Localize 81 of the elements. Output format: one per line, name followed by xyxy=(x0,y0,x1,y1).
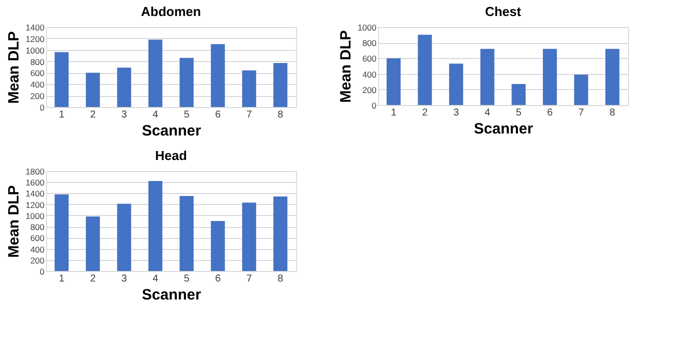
x-tick-label: 3 xyxy=(121,274,128,284)
y-tick-label: 600 xyxy=(362,54,377,64)
chart-title: Abdomen xyxy=(141,4,202,19)
x-tick-label: 2 xyxy=(422,108,428,118)
y-tick-label: 200 xyxy=(30,255,45,266)
x-tick-label: 5 xyxy=(516,108,522,118)
x-tick-label: 2 xyxy=(90,110,96,120)
bar xyxy=(605,48,620,105)
bar xyxy=(574,74,588,105)
bar xyxy=(480,48,494,105)
bar xyxy=(418,34,432,105)
bar xyxy=(117,204,132,271)
y-tick-label: 1400 xyxy=(26,22,45,32)
bar xyxy=(449,64,464,105)
bar xyxy=(117,68,132,107)
y-tick-label: 0 xyxy=(40,266,45,276)
y-tick-label: 400 xyxy=(362,69,377,80)
x-tick-label: 7 xyxy=(246,110,252,120)
bar xyxy=(180,58,194,107)
y-tick-label: 600 xyxy=(30,68,45,78)
y-axis-title: Mean DLP xyxy=(6,31,23,104)
bar xyxy=(512,84,526,105)
y-tick-label: 0 xyxy=(40,102,45,112)
x-axis-title: Scanner xyxy=(142,286,202,304)
bar xyxy=(180,196,194,271)
y-tick-label: 200 xyxy=(30,91,45,102)
bar xyxy=(86,72,100,107)
y-tick-label: 1200 xyxy=(26,200,45,210)
x-tick-label: 4 xyxy=(152,110,159,120)
x-tick-label: 1 xyxy=(58,274,65,284)
y-tick-label: 400 xyxy=(30,244,45,254)
chart-title: Head xyxy=(155,148,187,163)
x-tick-label: 6 xyxy=(215,274,222,284)
bar xyxy=(148,181,162,271)
bar xyxy=(242,70,256,107)
x-tick-label: 3 xyxy=(121,110,128,120)
y-tick-label: 800 xyxy=(362,38,377,48)
x-axis-title: Scanner xyxy=(142,122,202,140)
x-tick-label: 8 xyxy=(278,274,284,284)
y-tick-label: 200 xyxy=(362,84,377,95)
x-tick-label: 1 xyxy=(58,110,65,120)
bar xyxy=(210,44,225,107)
bar xyxy=(54,194,69,271)
x-tick-label: 7 xyxy=(578,108,584,118)
bar xyxy=(273,196,288,271)
y-tick-label: 600 xyxy=(30,233,45,244)
y-tick-label: 800 xyxy=(30,56,45,67)
bar xyxy=(86,216,100,271)
y-tick-label: 1200 xyxy=(26,34,45,44)
x-tick-label: 8 xyxy=(278,110,284,120)
x-tick-label: 5 xyxy=(184,274,190,284)
x-tick-label: 1 xyxy=(390,108,397,118)
x-tick-label: 6 xyxy=(547,108,554,118)
x-tick-label: 8 xyxy=(610,108,616,118)
bar xyxy=(386,58,401,105)
y-tick-label: 1000 xyxy=(358,22,377,32)
y-tick-label: 800 xyxy=(30,222,45,232)
bar xyxy=(273,63,288,107)
x-tick-label: 4 xyxy=(152,274,159,284)
x-tick-label: 6 xyxy=(215,110,222,120)
x-tick-label: 2 xyxy=(90,274,96,284)
x-tick-label: 3 xyxy=(453,108,460,118)
y-tick-label: 0 xyxy=(372,100,377,110)
x-axis-title: Scanner xyxy=(474,120,534,138)
y-axis-title: Mean DLP xyxy=(6,185,23,258)
x-tick-label: 4 xyxy=(484,108,491,118)
y-tick-label: 1800 xyxy=(26,166,45,176)
bar xyxy=(54,52,69,107)
chart-title: Chest xyxy=(484,4,522,19)
y-tick-label: 1000 xyxy=(26,210,45,221)
bar xyxy=(210,221,225,271)
x-tick-label: 5 xyxy=(184,110,190,120)
bar xyxy=(148,40,162,107)
y-tick-label: 400 xyxy=(30,80,45,90)
y-axis-title: Mean DLP xyxy=(338,30,355,103)
y-tick-label: 1400 xyxy=(26,188,45,199)
y-tick-label: 1000 xyxy=(26,45,45,56)
x-tick-label: 7 xyxy=(246,274,252,284)
y-tick-label: 1600 xyxy=(26,178,45,188)
bar xyxy=(242,202,256,271)
bar xyxy=(542,48,557,105)
